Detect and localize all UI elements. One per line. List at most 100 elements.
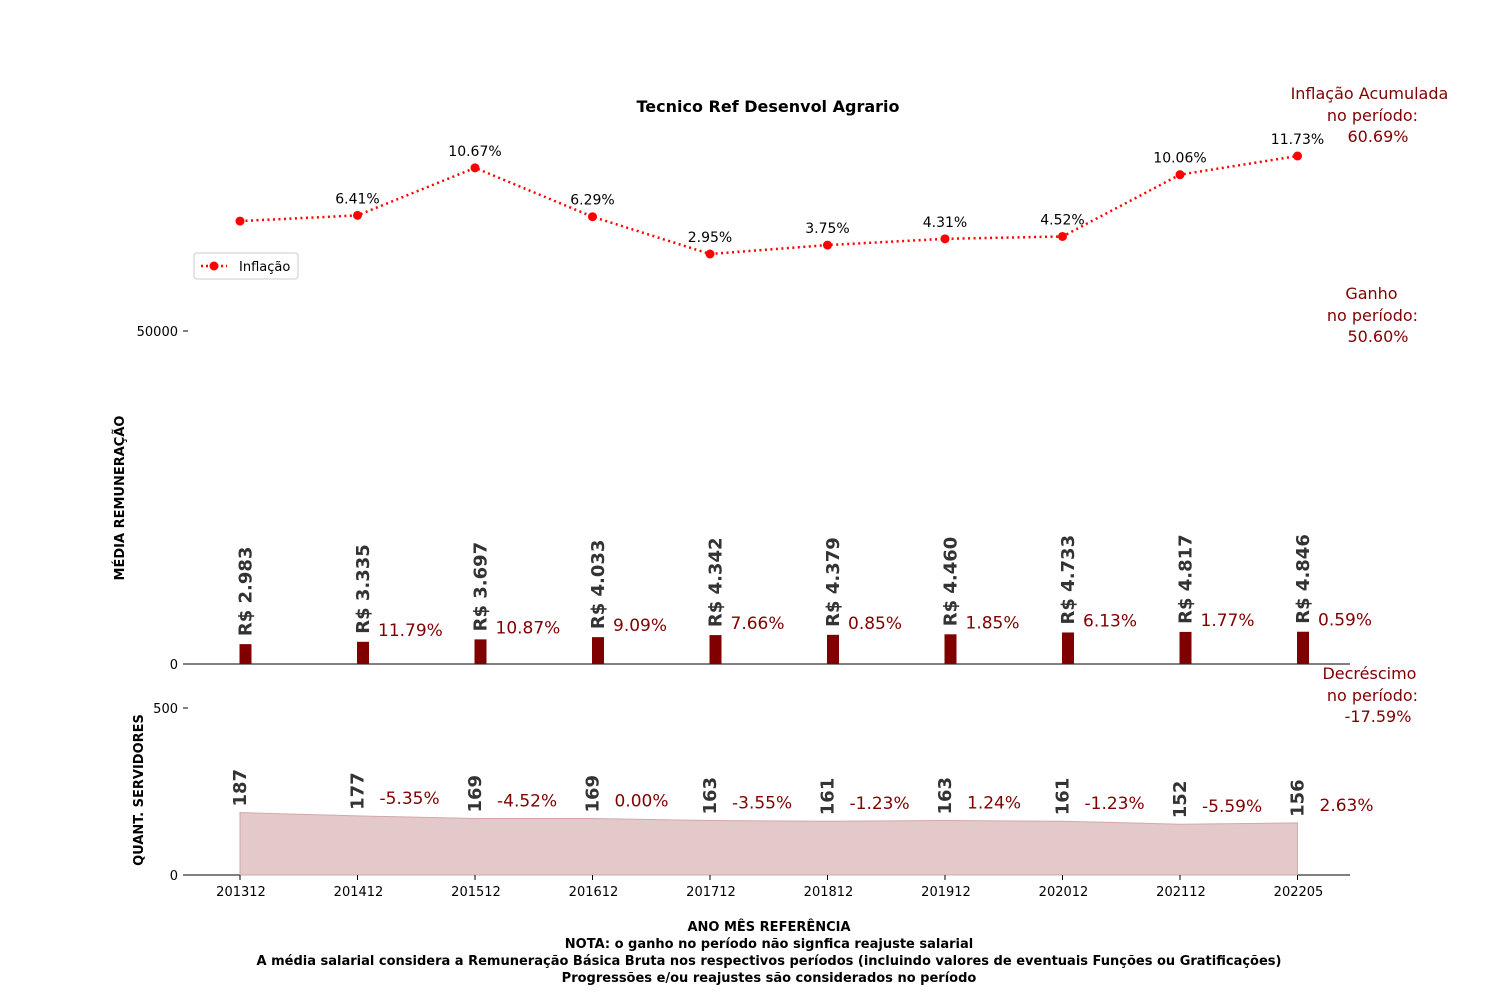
salary-bar [357, 641, 369, 664]
salary-bar [474, 639, 487, 664]
inflation-point-label: 10.06% [1153, 151, 1206, 167]
x-axis-label: ANO MÊS REFERÊNCIA [687, 919, 850, 935]
gain-summary-line2: no período: [1327, 306, 1418, 325]
salary-value-label: R$ 3.335 [353, 544, 374, 634]
inflation-point [1058, 231, 1067, 241]
salary-change-label: 6.13% [1083, 611, 1137, 631]
inflation-point [940, 234, 950, 244]
note-line-2: A média salarial considera a Remuneração… [257, 954, 1282, 969]
salary-bar [1179, 631, 1192, 664]
salary-change-label: 9.09% [613, 616, 667, 636]
servers-value-label: 163 [935, 777, 956, 815]
salary-bar [944, 634, 957, 664]
salary-bar [239, 644, 252, 664]
inflation-point-label: 4.31% [923, 215, 967, 231]
servers-change-label: 2.63% [1320, 796, 1374, 816]
servers-change-label: -4.52% [497, 792, 557, 812]
chart-title: Tecnico Ref Desenvol Agrario [636, 97, 899, 116]
servers-area: 187 177 -5.35% 169 -4.52% 169 0.00% 163 -3.55% 16… [230, 769, 1374, 876]
note-line-3: Progressões e/ou reajustes são considera… [562, 971, 977, 986]
salary-value-label: R$ 4.846 [1293, 534, 1314, 624]
salary-change-label: 7.66% [731, 614, 785, 634]
salary-value-label: R$ 2.983 [236, 547, 257, 637]
inflation-point-label: 10.67% [448, 144, 501, 160]
salary-value-label: R$ 4.460 [941, 537, 962, 627]
salary-value-label: R$ 4.733 [1058, 535, 1079, 625]
servers-value-label: 152 [1170, 781, 1191, 819]
salary-change-label: 1.85% [966, 613, 1020, 633]
servers-y-axis-label: QUANT. SERVIDORES [132, 714, 147, 866]
inflation-point [588, 212, 597, 222]
inflation-line-panel: 6.41% 10.67% 6.29% 2.95% 3.75% 4.31% 4.52% 10.0… [235, 132, 1324, 259]
servers-value-label: 156 [1288, 779, 1309, 817]
legend-marker [209, 261, 219, 271]
salary-ytick-label-0: 0 [170, 658, 178, 673]
gain-summary-line3: 50.60% [1347, 327, 1408, 346]
inflation-point [823, 240, 832, 250]
decrease-summary-line3: -17.59% [1345, 707, 1412, 726]
servers-change-label: 1.24% [967, 794, 1021, 814]
salary-value-label: R$ 4.817 [1176, 534, 1197, 624]
inflation-point-label: 11.73% [1271, 132, 1324, 148]
salary-bar [709, 635, 722, 664]
inflation-point [235, 216, 245, 226]
legend-box [193, 252, 299, 280]
servers-ytick-label-500: 500 [153, 702, 178, 717]
gain-summary: Ganho no período: 50.60% [1327, 284, 1423, 346]
salary-value-label: R$ 3.697 [471, 542, 492, 632]
servers-area-fill [239, 812, 1298, 876]
x-tick-label: 202112 [1156, 885, 1206, 900]
inflation-point-label: 3.75% [805, 221, 849, 237]
servers-value-label: 161 [818, 778, 839, 816]
x-tick-label: 201412 [334, 885, 384, 900]
salary-bar [592, 637, 604, 664]
x-tick-label: 202012 [1039, 885, 1089, 900]
salary-ytick-label-50000: 50000 [137, 325, 178, 340]
x-tick-label: 201712 [686, 885, 736, 900]
servers-change-label: -3.55% [732, 794, 792, 814]
inflation-summary: Inflação Acumulada no período: 60.69% [1291, 84, 1454, 146]
inflation-summary-line1: Inflação Acumulada [1291, 84, 1449, 103]
legend: Inflação [193, 252, 299, 280]
inflation-series-line [239, 154, 1298, 256]
inflation-point-label: 6.29% [570, 193, 614, 209]
x-ticks: 201312 201412 201512 201612 201712 201812 2019… [216, 875, 1323, 900]
inflation-summary-line2: no período: [1327, 106, 1418, 125]
servers-value-label: 177 [348, 772, 369, 810]
salary-change-label: 11.79% [378, 621, 443, 641]
servers-value-label: 187 [230, 769, 251, 807]
inflation-point [470, 163, 480, 173]
salary-value-label: R$ 4.033 [588, 540, 609, 630]
gain-summary-line1: Ganho [1345, 284, 1397, 303]
x-tick-label: 201312 [216, 885, 266, 900]
salary-value-label: R$ 4.342 [706, 537, 727, 627]
salary-change-label: 0.59% [1318, 611, 1372, 631]
salary-bars: R$ 2.983 R$ 3.335 11.79% R$ 3.697 10.87% R$ 4… [236, 534, 1372, 664]
salary-y-axis-label: MÉDIA REMUNERAÇÃO [112, 416, 128, 581]
note-line-1: NOTA: o ganho no período não signfica re… [565, 937, 973, 952]
inflation-point [1175, 170, 1185, 180]
x-tick-label: 201612 [569, 885, 619, 900]
servers-value-label: 169 [465, 775, 486, 813]
x-tick-label: 201912 [921, 885, 971, 900]
servers-change-label: 0.00% [615, 792, 669, 812]
decrease-summary: Decréscimo no período: -17.59% [1322, 664, 1423, 726]
decrease-summary-line2: no período: [1327, 686, 1418, 705]
x-tick-label: 201512 [451, 885, 501, 900]
inflation-point-label: 2.95% [688, 230, 732, 246]
servers-change-label: -1.23% [850, 794, 910, 814]
salary-change-label: 10.87% [496, 618, 561, 638]
servers-change-label: -5.35% [380, 789, 440, 809]
servers-change-label: -5.59% [1202, 797, 1262, 817]
salary-axis: 0 50000 MÉDIA REMUNERAÇÃO [112, 325, 1350, 673]
inflation-point-label: 6.41% [335, 191, 379, 207]
x-tick-label: 202205 [1274, 885, 1324, 900]
inflation-point [1293, 151, 1302, 161]
inflation-summary-line3: 60.69% [1347, 127, 1408, 146]
legend-label: Inflação [239, 260, 290, 275]
salary-change-label: 0.85% [848, 614, 902, 634]
servers-value-label: 161 [1053, 778, 1074, 816]
inflation-point-label: 4.52% [1040, 212, 1084, 228]
inflation-point [705, 249, 715, 259]
